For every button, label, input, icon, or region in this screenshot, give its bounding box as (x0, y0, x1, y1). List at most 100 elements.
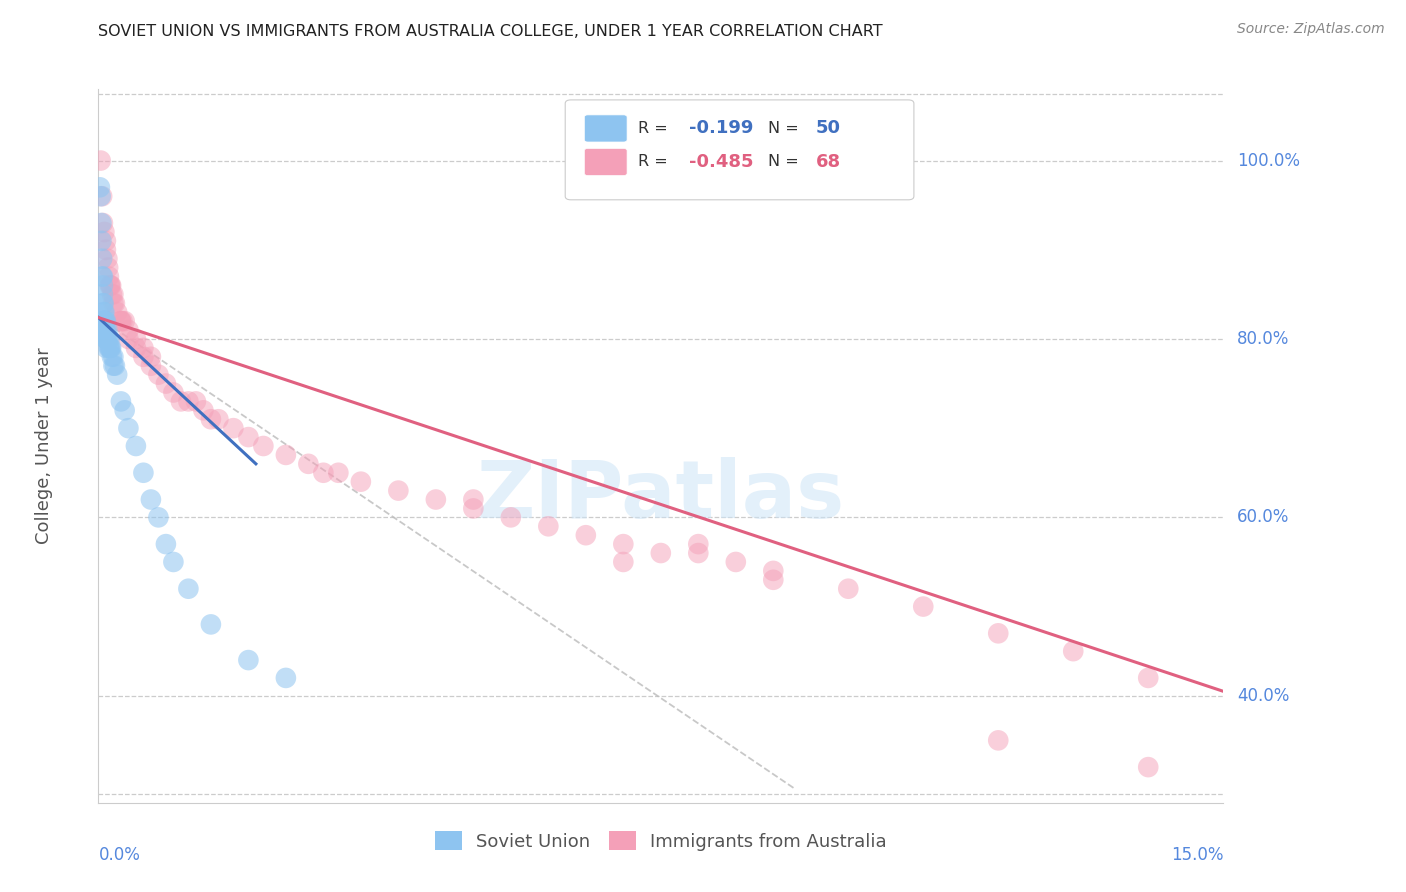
Point (724, 555, 747, 569)
Point (612, 555, 634, 569)
Text: R =: R = (638, 154, 673, 169)
Point (117, 332, 139, 346)
Point (114, 403, 136, 417)
Point (91, 189, 114, 203)
Text: SOVIET UNION VS IMMIGRANTS FROM AUSTRALIA COLLEGE, UNDER 1 YEAR CORRELATION CHAR: SOVIET UNION VS IMMIGRANTS FROM AUSTRALI… (98, 24, 883, 39)
Point (537, 519, 560, 533)
Point (117, 323, 139, 337)
Point (132, 341, 155, 355)
Point (132, 466, 155, 480)
Point (350, 475, 373, 489)
Point (499, 510, 522, 524)
Point (97, 269, 120, 284)
Point (762, 564, 785, 578)
Point (93, 314, 115, 328)
Point (93, 225, 115, 239)
Text: -0.199: -0.199 (689, 120, 754, 137)
Point (98, 341, 121, 355)
Point (100, 341, 122, 355)
Point (912, 599, 935, 614)
Point (96, 252, 118, 266)
Point (155, 376, 177, 391)
Point (104, 359, 127, 373)
Point (463, 492, 485, 507)
Text: R =: R = (638, 121, 673, 136)
Point (328, 466, 350, 480)
Point (91, 287, 114, 301)
Point (94, 314, 117, 328)
Point (93, 305, 115, 319)
Point (105, 305, 128, 319)
Point (155, 537, 177, 551)
Point (193, 403, 215, 417)
Point (387, 483, 409, 498)
Point (110, 394, 132, 409)
Point (90, 189, 112, 203)
Point (612, 537, 634, 551)
Point (297, 457, 319, 471)
Point (94, 341, 117, 355)
Point (688, 546, 710, 560)
Point (97, 332, 120, 346)
Point (100, 278, 122, 293)
FancyBboxPatch shape (585, 148, 627, 176)
Point (103, 296, 125, 310)
Point (104, 296, 127, 310)
Text: 60.0%: 60.0% (1237, 508, 1289, 526)
Point (177, 394, 200, 409)
Point (91, 269, 114, 284)
Point (91, 216, 114, 230)
Point (132, 350, 155, 364)
Text: College, Under 1 year: College, Under 1 year (35, 348, 53, 544)
Point (312, 466, 335, 480)
Point (100, 278, 122, 293)
Text: 68: 68 (815, 153, 841, 171)
Point (162, 555, 184, 569)
Point (575, 528, 598, 542)
Point (94, 243, 117, 257)
Point (117, 421, 139, 435)
Point (125, 332, 148, 346)
Point (463, 501, 485, 516)
Point (688, 537, 710, 551)
Point (91, 269, 114, 284)
Point (125, 439, 148, 453)
Point (252, 439, 274, 453)
Point (200, 412, 222, 426)
Point (762, 573, 785, 587)
Point (94, 332, 117, 346)
Text: 100.0%: 100.0% (1237, 152, 1301, 169)
Point (97, 260, 120, 275)
Point (93, 314, 115, 328)
Point (97, 341, 120, 355)
Point (94, 323, 117, 337)
FancyBboxPatch shape (565, 100, 914, 200)
Point (139, 350, 162, 364)
Text: N =: N = (768, 154, 804, 169)
Point (96, 332, 118, 346)
FancyBboxPatch shape (585, 115, 627, 142)
Point (222, 421, 245, 435)
Point (93, 296, 115, 310)
Point (100, 341, 122, 355)
Point (139, 359, 162, 373)
Text: 40.0%: 40.0% (1237, 687, 1289, 705)
Point (1137, 760, 1160, 774)
Point (238, 430, 260, 444)
Point (101, 287, 124, 301)
Text: ZIPatlas: ZIPatlas (477, 457, 845, 535)
Point (111, 314, 134, 328)
Point (91, 296, 114, 310)
Point (93, 323, 115, 337)
Point (94, 314, 117, 328)
Point (110, 314, 132, 328)
Point (103, 287, 125, 301)
Point (987, 626, 1010, 640)
Point (90, 234, 112, 248)
Point (93, 314, 115, 328)
Point (98, 278, 121, 293)
Point (90, 153, 112, 168)
Point (90, 216, 112, 230)
Point (103, 350, 125, 364)
Text: 0.0%: 0.0% (98, 846, 141, 863)
